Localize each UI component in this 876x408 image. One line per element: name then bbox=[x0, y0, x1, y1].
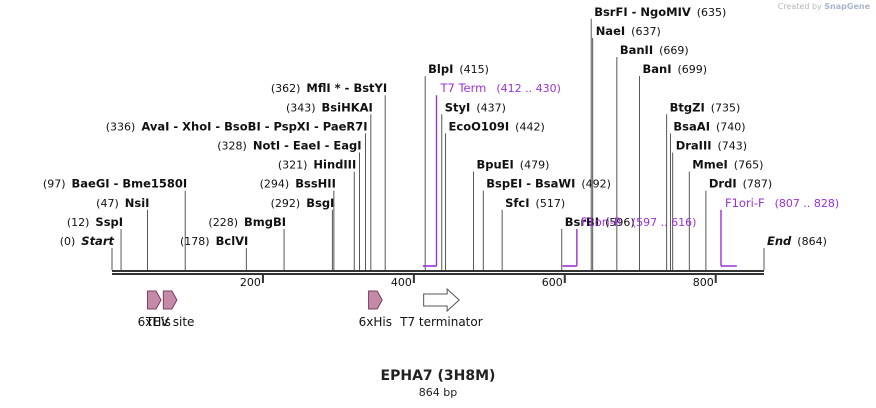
site-name-bsihkai: BsiHKAI bbox=[322, 100, 373, 114]
feature-tev-site-1-label: TEV site bbox=[145, 315, 195, 329]
site-name-bani: BanI bbox=[642, 62, 671, 76]
site-position-end: (864) bbox=[797, 235, 827, 248]
site-name-nsii: NsiI bbox=[125, 196, 150, 210]
axis-tick-label-400: 400 bbox=[391, 276, 412, 289]
site-position-naei: (637) bbox=[631, 25, 661, 38]
snapgene-logo: SnapGene bbox=[824, 2, 870, 11]
axis-tick-label-200: 200 bbox=[240, 276, 261, 289]
primer-f1ori-r-range: (597 .. 616) bbox=[632, 216, 697, 229]
site-name-sfci: SfcI bbox=[505, 196, 529, 210]
site-name-banii: BanII bbox=[620, 43, 653, 57]
credit-prefix: Created by bbox=[777, 2, 822, 11]
feature-6xhis-2-label: 6xHis bbox=[359, 315, 392, 329]
site-position-draiii: (743) bbox=[718, 140, 748, 153]
site-position-bsgi: (292) bbox=[271, 197, 301, 210]
site-name-draiii: DraIII bbox=[676, 139, 712, 153]
site-position-baegi: (97) bbox=[43, 178, 66, 191]
site-position-hindiii: (321) bbox=[278, 159, 308, 172]
feature-6xhis-2-arrow bbox=[368, 290, 383, 310]
feature-6xhis-0-arrow bbox=[146, 290, 162, 310]
site-position-btgzi: (735) bbox=[711, 101, 741, 114]
site-name-start: Start bbox=[81, 234, 114, 248]
site-name-drdi: DrdI bbox=[709, 177, 737, 191]
site-position-blpi: (415) bbox=[459, 63, 489, 76]
site-name-bsshii: BssHII bbox=[295, 177, 336, 191]
site-name-avai: AvaI - XhoI - BsoBI - PspXI - PaeR7I bbox=[141, 119, 367, 133]
site-name-bsgi: BsgI bbox=[306, 196, 334, 210]
site-name-bpuei: BpuEI bbox=[476, 158, 513, 172]
site-position-noti: (328) bbox=[217, 140, 247, 153]
site-name-baegi: BaeGI - Bme1580I bbox=[72, 177, 188, 191]
site-name-mmei: MmeI bbox=[692, 158, 728, 172]
site-position-bmgbi: (228) bbox=[208, 216, 238, 229]
site-position-bsaai: (740) bbox=[716, 120, 746, 133]
site-position-bsrfi: (635) bbox=[697, 6, 727, 19]
site-name-styi: StyI bbox=[445, 100, 471, 114]
primer-f1ori-f-label: F1ori-F bbox=[725, 196, 765, 210]
site-name-bclvi: BclVI bbox=[216, 234, 249, 248]
axis-tick-label-800: 800 bbox=[693, 276, 714, 289]
primer-f1ori-r-label: F1ori-R bbox=[581, 215, 622, 229]
feature-6xhis-0-label: 6xHis bbox=[138, 315, 171, 329]
snapgene-credit: Created by SnapGene bbox=[778, 2, 870, 11]
site-name-noti: NotI - EaeI - EagI bbox=[253, 139, 362, 153]
feature-t7-terminator-3-label: T7 terminator bbox=[399, 315, 483, 329]
feature-tev-site-1-arrow bbox=[162, 290, 178, 310]
site-position-bsshii: (294) bbox=[260, 178, 290, 191]
site-position-bsihkai: (343) bbox=[286, 101, 316, 114]
site-position-bspei: (492) bbox=[581, 178, 611, 191]
site-name-hindiii: HindIII bbox=[313, 158, 356, 172]
primer-t7-term-label: T7 Term bbox=[439, 81, 486, 95]
site-name-naei: NaeI bbox=[596, 24, 625, 38]
site-position-start: (0) bbox=[60, 235, 76, 248]
map-title: EPHA7 (3H8M) bbox=[380, 368, 496, 384]
site-position-avai: (336) bbox=[106, 120, 136, 133]
site-position-bpuei: (479) bbox=[520, 159, 550, 172]
primer-f1ori-f-range: (807 .. 828) bbox=[775, 197, 840, 210]
site-name-sspi: SspI bbox=[95, 215, 123, 229]
site-name-btgzi: BtgZI bbox=[670, 100, 705, 114]
site-position-nsii: (47) bbox=[96, 197, 119, 210]
site-name-bsrbi: BsrBI bbox=[565, 215, 599, 229]
site-position-sfci: (517) bbox=[536, 197, 566, 210]
site-position-mfli: (362) bbox=[271, 82, 301, 95]
site-name-mfli: MflI * - BstYI bbox=[306, 81, 387, 95]
site-position-ecoo109i: (442) bbox=[515, 120, 545, 133]
site-position-bani: (699) bbox=[677, 63, 707, 76]
site-name-blpi: BlpI bbox=[428, 62, 453, 76]
site-name-end: End bbox=[767, 234, 792, 248]
primer-t7-term-range: (412 .. 430) bbox=[496, 82, 561, 95]
feature-t7-terminator-3-arrow bbox=[423, 287, 460, 313]
site-position-bclvi: (178) bbox=[180, 235, 210, 248]
site-position-mmei: (765) bbox=[734, 159, 764, 172]
site-position-drdi: (787) bbox=[743, 178, 773, 191]
axis-tick-label-600: 600 bbox=[542, 276, 563, 289]
sequence-length: 864 bp bbox=[418, 386, 458, 399]
site-position-styi: (437) bbox=[476, 101, 506, 114]
site-position-sspi: (12) bbox=[67, 216, 90, 229]
site-name-bspei: BspEI - BsaWI bbox=[486, 177, 575, 191]
site-position-bsrbi: (596) bbox=[605, 216, 635, 229]
site-name-ecoo109i: EcoO109I bbox=[449, 119, 510, 133]
site-name-bsaai: BsaAI bbox=[673, 119, 710, 133]
site-position-banii: (669) bbox=[659, 44, 689, 57]
site-name-bmgbi: BmgBI bbox=[244, 215, 286, 229]
site-name-bsrfi: BsrFI - NgoMIV bbox=[594, 5, 691, 19]
